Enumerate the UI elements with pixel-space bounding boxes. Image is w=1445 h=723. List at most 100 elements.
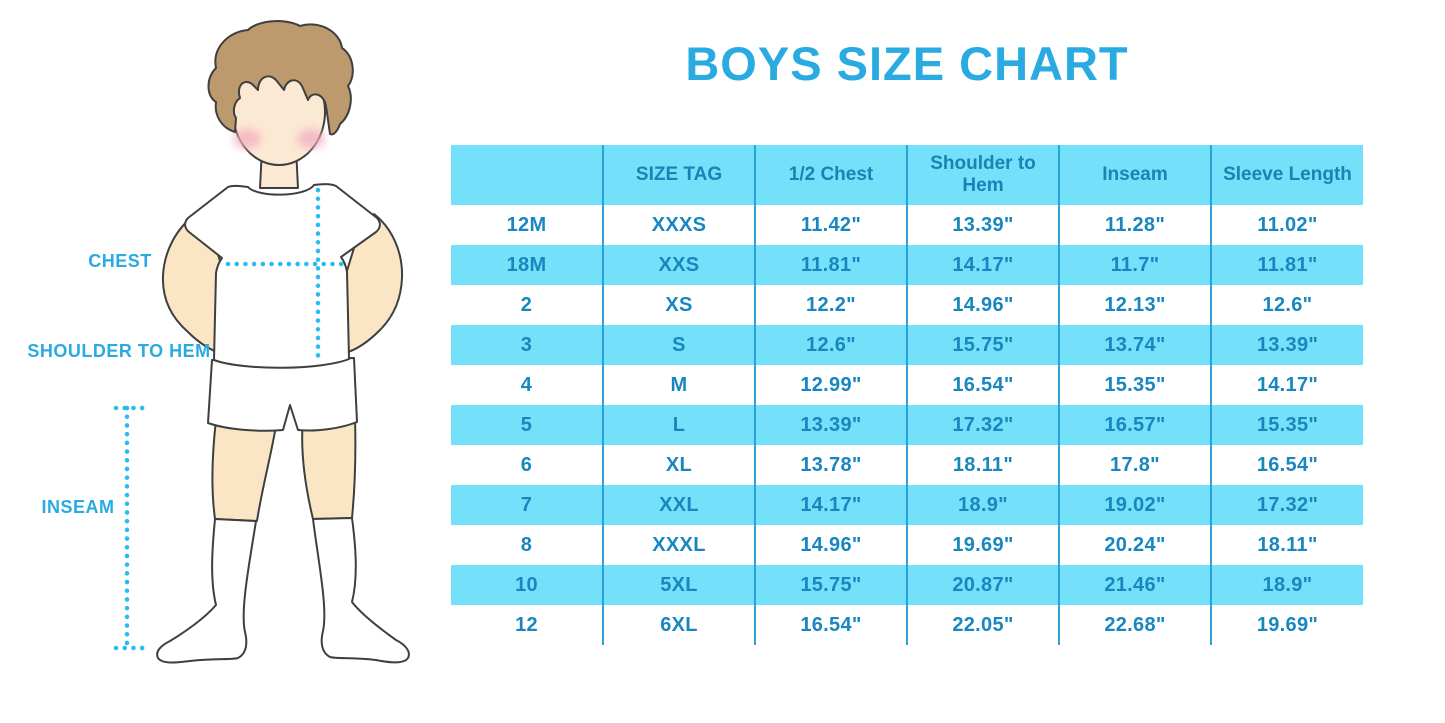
size-cell: 18.11" [906,445,1059,485]
size-row: 8 XXXL 14.96" 19.69" 20.24" 18.11" [451,525,1363,565]
size-row: 18M XXS 11.81" 14.17" 11.7" 11.81" [451,245,1363,285]
size-row: 4 M 12.99" 16.54" 15.35" 14.17" [451,365,1363,405]
size-cell: 7 [451,485,603,525]
size-cell: 11.02" [1210,205,1363,245]
size-cell: XL [602,445,755,485]
boy-hair [207,20,354,136]
size-cell: 5 [451,405,603,445]
boy-cheek-left [233,129,261,149]
size-cell: 4 [520,373,533,396]
size-cell: S [602,325,755,365]
size-cell: 20.24" [1058,525,1211,565]
size-cell: 14.17" [754,485,907,525]
size-cell: 15.75" [906,325,1059,365]
size-cell: 12.6" [754,325,907,365]
size-cell: 16.57" [1058,405,1211,445]
size-cell: 16.54" [1210,445,1363,485]
size-cell: 22.68" [1058,605,1211,645]
size-cell: 14.96" [754,525,907,565]
size-row: 7 XXL 14.17" 18.9" 19.02" 17.32" [451,485,1363,525]
chest-label: CHEST [88,251,152,271]
size-cell: M [602,365,755,405]
size-cell: L [602,405,755,445]
size-cell: 11.7" [1058,245,1211,285]
size-chart-table: SIZE TAG 1/2 Chest Shoulder to Hem Inseam Sl… [451,145,1363,645]
size-cell: 12.13" [1058,285,1211,325]
size-cell: 18.9" [1210,565,1363,605]
size-cell: 22.05" [906,605,1059,645]
size-cell: 8 [520,533,533,556]
size-cell: 17.8" [1058,445,1211,485]
size-cell: 16.54" [906,365,1059,405]
size-row: 2 XS 12.2" 14.96" 12.13" 12.6" [451,285,1363,325]
size-cell: XXXL [602,525,755,565]
size-cell: 18.11" [1210,525,1363,565]
size-cell: 15.35" [1058,365,1211,405]
size-cell: 13.78" [754,445,907,485]
boy-right-leg [301,417,357,520]
size-cell: 16.54" [754,605,907,645]
column-header [451,145,603,205]
size-cell: 18.9" [906,485,1059,525]
size-cell: XXS [602,245,755,285]
size-cell: 3 [451,325,603,365]
size-cell: 15.75" [754,565,907,605]
size-cell: 13.39" [1210,325,1363,365]
size-table-body: 12M XXXS 11.42" 13.39" 11.28" 11.02" 18M XXS 11.… [451,205,1363,645]
size-cell: 12M [506,213,547,236]
size-cell: 12.99" [754,365,907,405]
size-cell: 20.87" [906,565,1059,605]
size-cell: 6XL [602,605,755,645]
boy-right-sock [312,517,410,664]
size-cell: 13.74" [1058,325,1211,365]
column-header: 1/2 Chest [754,145,907,205]
size-cell: 13.39" [906,205,1059,245]
size-cell: 18M [451,245,603,285]
shoulder-to-hem-label: SHOULDER TO HEM [27,341,210,361]
size-cell: 19.02" [1058,485,1211,525]
size-cell: 12.6" [1210,285,1363,325]
size-row: 12 6XL 16.54" 22.05" 22.68" 19.69" [451,605,1363,645]
size-cell: 10 [451,565,603,605]
inseam-label: INSEAM [41,497,114,517]
size-row: 5 L 13.39" 17.32" 16.57" 15.35" [451,405,1363,445]
size-cell: 15.35" [1210,405,1363,445]
boy-shorts [207,357,358,432]
page-title: BOYS SIZE CHART [685,37,1129,90]
size-row: 6 XL 13.78" 18.11" 17.8" 16.54" [451,445,1363,485]
boy-measurement-illustration: CHEST SHOULDER TO HEM INSEAM [27,20,410,664]
size-cell: 14.17" [1210,365,1363,405]
size-cell: 12 [515,613,538,636]
size-table-header: SIZE TAG 1/2 Chest Shoulder to Hem Inseam Sl… [451,145,1363,205]
size-row: 10 5XL 15.75" 20.87" 21.46" 18.9" [451,565,1363,605]
size-cell: 14.96" [906,285,1059,325]
size-cell: 5XL [602,565,755,605]
size-cell: 19.69" [1210,605,1363,645]
size-cell: 17.32" [906,405,1059,445]
size-cell: 12.2" [754,285,907,325]
size-cell: 6 [520,453,533,476]
boy-left-leg [211,419,278,522]
boy-left-sock [156,518,257,664]
boy-cheek-right [297,129,325,149]
size-cell: 11.28" [1058,205,1211,245]
size-cell: XXXS [602,205,755,245]
size-cell: 11.81" [754,245,907,285]
column-header: Inseam [1058,145,1211,205]
size-cell: 11.81" [1210,245,1363,285]
size-cell: XS [602,285,755,325]
size-row: 3 S 12.6" 15.75" 13.74" 13.39" [451,325,1363,365]
size-cell: 17.32" [1210,485,1363,525]
size-cell: XXL [602,485,755,525]
boy-tshirt [184,183,381,369]
column-header: Shoulder to Hem [906,145,1059,205]
size-cell: 14.17" [906,245,1059,285]
column-header: Sleeve Length [1210,145,1363,205]
size-cell: 2 [520,293,533,316]
header-row: SIZE TAG 1/2 Chest Shoulder to Hem Inseam Sl… [451,145,1363,205]
size-row: 12M XXXS 11.42" 13.39" 11.28" 11.02" [451,205,1363,245]
column-header: SIZE TAG [602,145,755,205]
size-cell: 21.46" [1058,565,1211,605]
size-cell: 11.42" [754,205,907,245]
